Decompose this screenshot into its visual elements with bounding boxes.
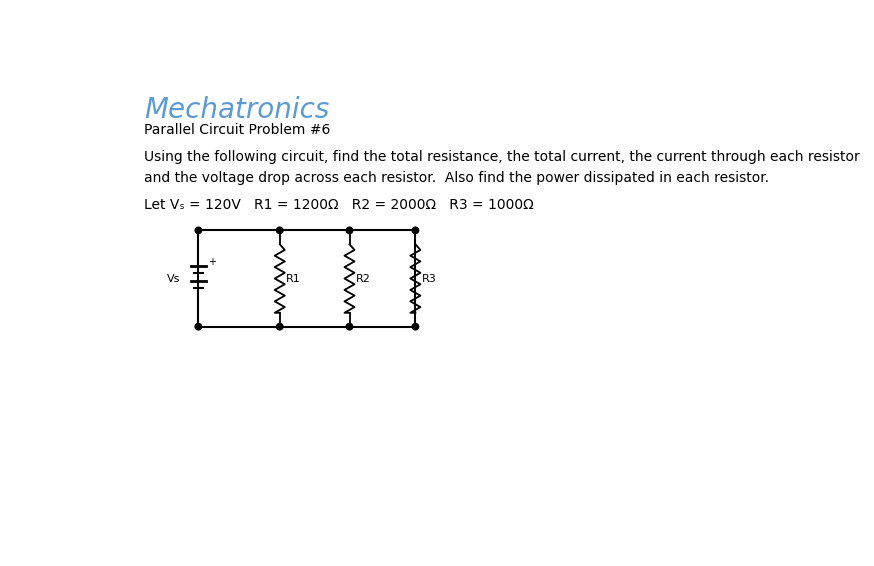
Circle shape: [195, 323, 202, 330]
Text: Let Vₛ = 120V   R1 = 1200Ω   R2 = 2000Ω   R3 = 1000Ω: Let Vₛ = 120V R1 = 1200Ω R2 = 2000Ω R3 =…: [144, 198, 534, 212]
Text: +: +: [208, 256, 216, 267]
Text: R2: R2: [356, 273, 371, 284]
Circle shape: [413, 227, 419, 234]
Text: R1: R1: [286, 273, 301, 284]
Text: and the voltage drop across each resistor.  Also find the power dissipated in ea: and the voltage drop across each resisto…: [144, 171, 769, 185]
Circle shape: [276, 227, 283, 234]
Circle shape: [413, 323, 419, 330]
Circle shape: [346, 323, 353, 330]
Text: Mechatronics: Mechatronics: [144, 96, 329, 123]
Circle shape: [346, 227, 353, 234]
Circle shape: [195, 227, 202, 234]
Text: Using the following circuit, find the total resistance, the total current, the c: Using the following circuit, find the to…: [144, 149, 860, 164]
Circle shape: [276, 323, 283, 330]
Text: R3: R3: [421, 273, 436, 284]
Text: Vs: Vs: [168, 273, 181, 284]
Text: Parallel Circuit Problem #6: Parallel Circuit Problem #6: [144, 123, 330, 136]
